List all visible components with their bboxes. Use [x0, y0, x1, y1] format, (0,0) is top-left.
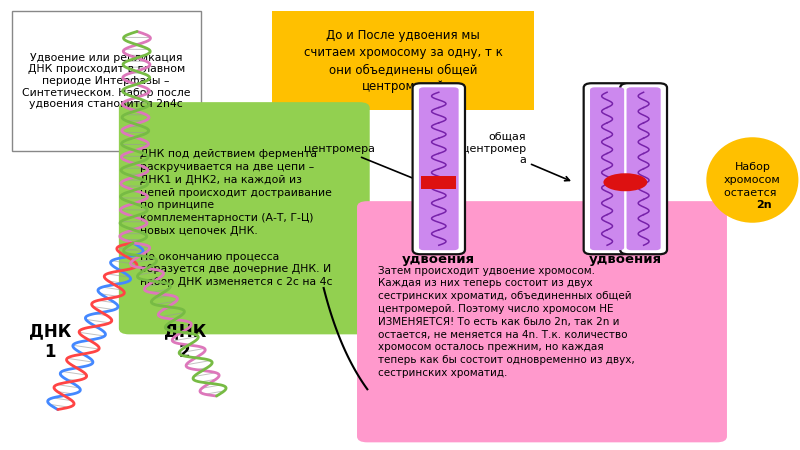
Text: 2n: 2n: [757, 200, 772, 210]
Text: Удвоение или репликация
ДНК происходит в главном
периоде Интерфазы –
Синтетическ: Удвоение или репликация ДНК происходит в…: [22, 53, 190, 109]
Text: ДНК
2: ДНК 2: [163, 323, 206, 361]
Text: считаем хромосому за одну, т к: считаем хромосому за одну, т к: [304, 46, 502, 58]
FancyBboxPatch shape: [626, 87, 661, 250]
Bar: [422, 176, 456, 189]
FancyBboxPatch shape: [584, 83, 630, 254]
Text: общая
центромер
а: общая центромер а: [462, 132, 570, 181]
Text: они объединены общей: они объединены общей: [329, 63, 478, 76]
Text: Набор: Набор: [734, 162, 770, 172]
Text: хромосом: хромосом: [724, 175, 781, 185]
FancyBboxPatch shape: [357, 201, 727, 442]
Text: остается: остается: [724, 188, 780, 198]
Text: центромера: центромера: [304, 144, 418, 181]
Text: Затем происходит удвоение хромосом.
Каждая из них теперь состоит из двух
сестрин: Затем происходит удвоение хромосом. Кажд…: [378, 266, 635, 378]
FancyBboxPatch shape: [272, 11, 534, 110]
Ellipse shape: [706, 137, 798, 223]
FancyBboxPatch shape: [419, 87, 458, 250]
FancyBboxPatch shape: [590, 87, 624, 250]
Text: До и После удвоения мы: До и После удвоения мы: [326, 29, 480, 41]
FancyBboxPatch shape: [413, 83, 465, 254]
Ellipse shape: [603, 173, 647, 191]
FancyBboxPatch shape: [12, 11, 201, 151]
Text: после
удвоения: после удвоения: [589, 238, 662, 266]
Text: ДНК
1: ДНК 1: [29, 323, 71, 361]
FancyBboxPatch shape: [620, 83, 667, 254]
Text: ДНК под действием фермента
раскручивается на две цепи –
ДНК1 и ДНК2, на каждой и: ДНК под действием фермента раскручиваетс…: [140, 149, 333, 288]
Text: центромерой: центромерой: [362, 80, 445, 93]
FancyBboxPatch shape: [119, 102, 370, 334]
Text: до
удвоения: до удвоения: [402, 238, 475, 266]
